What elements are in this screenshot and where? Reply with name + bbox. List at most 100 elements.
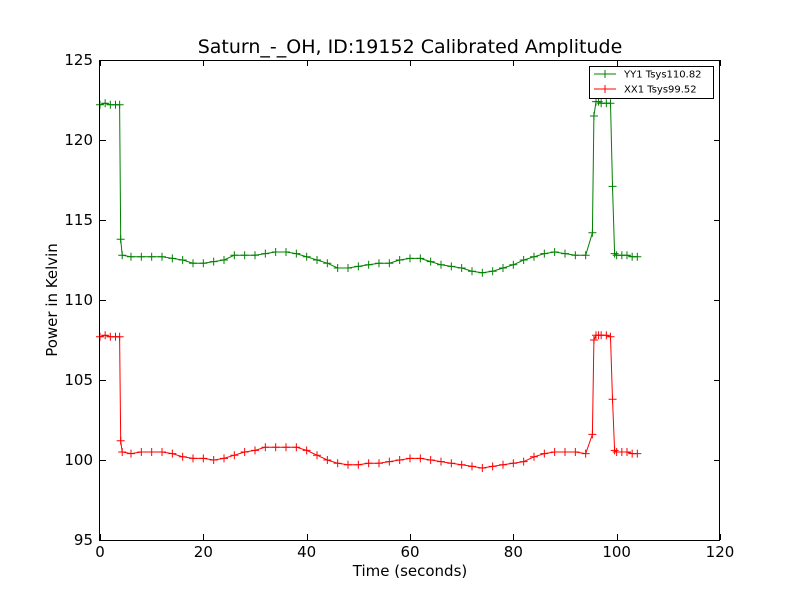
- data-point: [385, 259, 394, 268]
- data-point: [313, 451, 321, 460]
- ticks-layer: 0 20 40 60 80 100 120 95 100 105 110 115 120 125: [64, 51, 734, 561]
- data-point: [101, 99, 110, 108]
- data-point: [118, 448, 127, 456]
- x-tick-label: 120: [706, 543, 735, 561]
- data-point: [189, 454, 197, 463]
- data-point: [602, 331, 611, 340]
- data-point: [168, 449, 177, 458]
- data-point: [344, 460, 352, 469]
- data-point: [158, 448, 166, 456]
- series-line: [99, 334, 638, 469]
- series-1: [96, 331, 642, 472]
- data-point: [344, 264, 352, 272]
- data-point: [437, 260, 445, 269]
- data-point: [561, 249, 569, 258]
- series-layer: [96, 97, 642, 472]
- data-point: [610, 446, 619, 455]
- data-point: [581, 251, 590, 260]
- data-point: [519, 457, 528, 466]
- data-point: [608, 182, 617, 191]
- plot-frame: [99, 60, 720, 541]
- data-point: [561, 448, 569, 456]
- data-point: [127, 449, 135, 458]
- data-point: [519, 256, 528, 264]
- y-axis-title: Power in Kelvin: [43, 243, 61, 357]
- data-point: [395, 256, 404, 264]
- data-point: [115, 100, 124, 109]
- data-point: [230, 451, 239, 460]
- legend-box: [589, 66, 714, 99]
- data-point: [447, 459, 456, 468]
- data-point: [158, 252, 166, 261]
- data-point: [426, 257, 435, 266]
- data-point: [457, 460, 466, 469]
- x-axis-title: Time (seconds): [352, 562, 468, 580]
- y-tick-label: 125: [64, 51, 93, 69]
- data-point: [116, 436, 125, 445]
- y-tick-label: 105: [64, 371, 93, 389]
- data-point: [302, 252, 311, 261]
- data-point: [468, 462, 476, 471]
- chart-title: Saturn_-_OH, ID:19152 Calibrated Amplitu…: [198, 36, 623, 58]
- y-tick-label: 95: [74, 531, 93, 549]
- data-point: [509, 260, 518, 269]
- data-point: [406, 254, 414, 263]
- data-point: [147, 448, 156, 456]
- legend-marker: [601, 70, 609, 78]
- data-point: [240, 448, 249, 456]
- data-point: [101, 331, 110, 340]
- data-point: [271, 248, 280, 256]
- data-point: [261, 443, 270, 452]
- data-point: [313, 256, 321, 264]
- data-point: [302, 446, 311, 455]
- data-point: [406, 454, 414, 463]
- legend: YY1 Tsys110.82 XX1 Tsys99.52: [589, 66, 714, 99]
- data-point: [581, 449, 590, 458]
- data-point: [509, 459, 518, 468]
- data-point: [209, 257, 218, 266]
- legend-label: YY1 Tsys110.82: [623, 70, 702, 81]
- data-point: [589, 336, 598, 344]
- data-point: [168, 254, 177, 263]
- data-point: [333, 264, 342, 272]
- data-point: [623, 448, 631, 456]
- data-point: [189, 259, 197, 268]
- data-point: [540, 249, 549, 258]
- data-point: [282, 443, 290, 452]
- data-point: [623, 251, 631, 260]
- data-point: [610, 249, 619, 258]
- data-point: [354, 262, 363, 271]
- x-tick-label: 60: [400, 543, 419, 561]
- data-point: [550, 248, 559, 256]
- data-point: [115, 332, 124, 341]
- y-tick-label: 100: [64, 451, 93, 469]
- data-point: [354, 460, 363, 469]
- data-point: [588, 430, 597, 439]
- data-point: [364, 260, 373, 269]
- data-point: [364, 459, 373, 468]
- data-point: [137, 252, 146, 261]
- data-point: [530, 452, 538, 461]
- data-point: [147, 252, 156, 261]
- data-point: [589, 112, 598, 120]
- data-point: [571, 251, 580, 260]
- data-point: [240, 251, 249, 260]
- legend-marker: [601, 85, 609, 93]
- data-point: [375, 459, 383, 468]
- data-point: [251, 251, 259, 260]
- series-line: [99, 101, 638, 274]
- data-point: [292, 249, 301, 258]
- data-point: [282, 248, 290, 256]
- data-point: [550, 448, 559, 456]
- data-point: [606, 99, 615, 108]
- y-tick-label: 115: [64, 211, 93, 229]
- data-point: [447, 262, 456, 271]
- data-point: [333, 459, 342, 468]
- data-point: [633, 449, 642, 458]
- data-point: [209, 456, 218, 464]
- data-point: [271, 443, 280, 452]
- y-tick-label: 120: [64, 131, 93, 149]
- data-point: [457, 264, 466, 272]
- data-point: [118, 251, 127, 260]
